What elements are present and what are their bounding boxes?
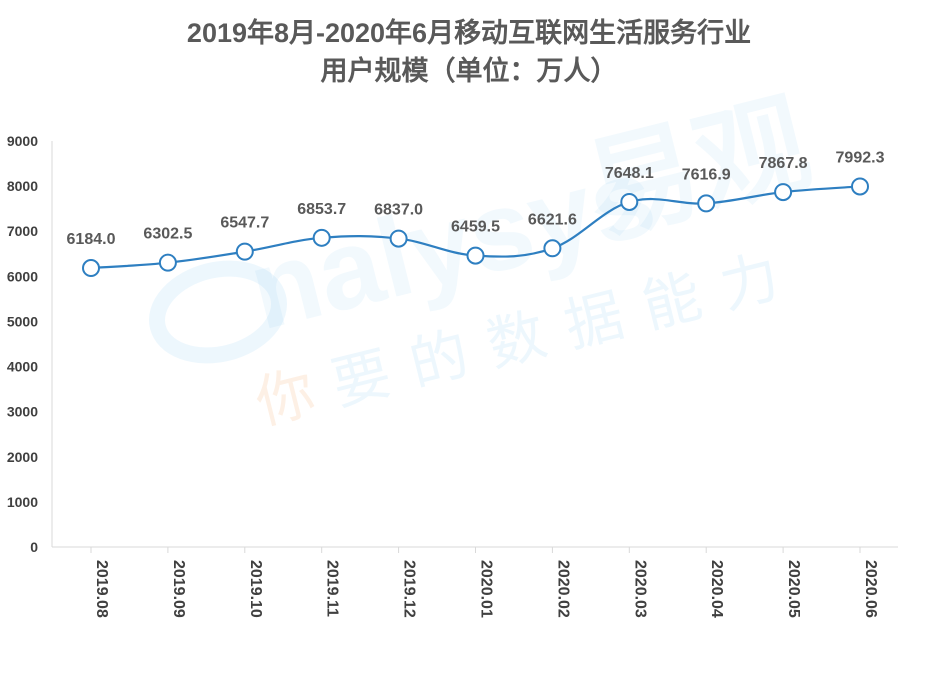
data-point-marker <box>466 246 485 265</box>
x-tick-label: 2020.02 <box>554 560 571 618</box>
data-point-marker <box>389 229 408 248</box>
y-tick-label: 2000 <box>7 449 38 465</box>
data-point-marker <box>82 259 100 278</box>
y-tick-label: 5000 <box>7 313 38 329</box>
chart-title-line1: 2019年8月-2020年6月移动互联网生活服务行业 <box>186 18 752 48</box>
data-value-label: 7867.8 <box>759 155 808 172</box>
x-tick-label: 2019.12 <box>401 560 418 618</box>
data-value-label: 6837.0 <box>374 202 423 219</box>
watermark-slogan-first: 你 <box>249 360 321 437</box>
y-tick-label: 7000 <box>7 223 38 239</box>
data-value-label: 7648.1 <box>605 165 654 182</box>
data-value-label: 6302.5 <box>143 226 192 243</box>
watermark-logo-ring <box>148 260 288 364</box>
x-tick-label: 2019.10 <box>247 560 264 618</box>
y-tick-label: 8000 <box>7 178 38 194</box>
series-line <box>82 177 869 278</box>
data-value-label: 6853.7 <box>297 201 346 218</box>
x-tick-label: 2020.04 <box>708 560 725 618</box>
data-point-marker <box>158 253 177 272</box>
data-point-marker <box>774 183 793 202</box>
axes: 0 1000 2000 3000 4000 5000 6000 7000 8000 9000 201… <box>7 133 898 618</box>
data-value-label: 7616.9 <box>682 166 731 183</box>
y-tick-label: 6000 <box>7 268 38 284</box>
data-point-marker <box>620 192 639 211</box>
y-tick-label: 3000 <box>7 404 38 420</box>
data-value-label: 7992.3 <box>836 149 885 166</box>
x-tick-label: 2020.03 <box>631 560 648 618</box>
data-point-marker <box>312 228 331 247</box>
x-tick-label: 2020.01 <box>478 560 495 618</box>
y-tick-label: 1000 <box>7 494 38 510</box>
data-point-marker <box>235 242 254 261</box>
x-tick-label: 2019.08 <box>93 560 110 618</box>
chart-title-line2: 用户规模（单位：万人） <box>320 56 618 86</box>
y-tick-label: 0 <box>30 539 38 555</box>
x-tick-label: 2020.05 <box>785 560 802 618</box>
x-tick-label: 2019.11 <box>324 560 341 617</box>
data-labels: 6184.0 6302.5 6547.7 6853.7 6837.0 6459.5 6621… <box>67 149 885 248</box>
data-point-marker <box>851 177 869 196</box>
data-value-label: 6459.5 <box>451 219 500 236</box>
chart-title: 2019年8月-2020年6月移动互联网生活服务行业 用户规模（单位：万人） <box>0 14 938 90</box>
y-tick-label: 9000 <box>7 133 38 149</box>
data-point-marker <box>697 194 716 213</box>
data-value-label: 6621.6 <box>528 211 577 228</box>
x-tick-label: 2019.09 <box>170 560 187 618</box>
y-tick-label: 4000 <box>7 359 38 375</box>
data-value-label: 6547.7 <box>220 215 269 232</box>
x-tick-label: 2020.06 <box>862 560 879 618</box>
data-value-label: 6184.0 <box>67 231 116 248</box>
data-point-marker <box>543 239 562 258</box>
